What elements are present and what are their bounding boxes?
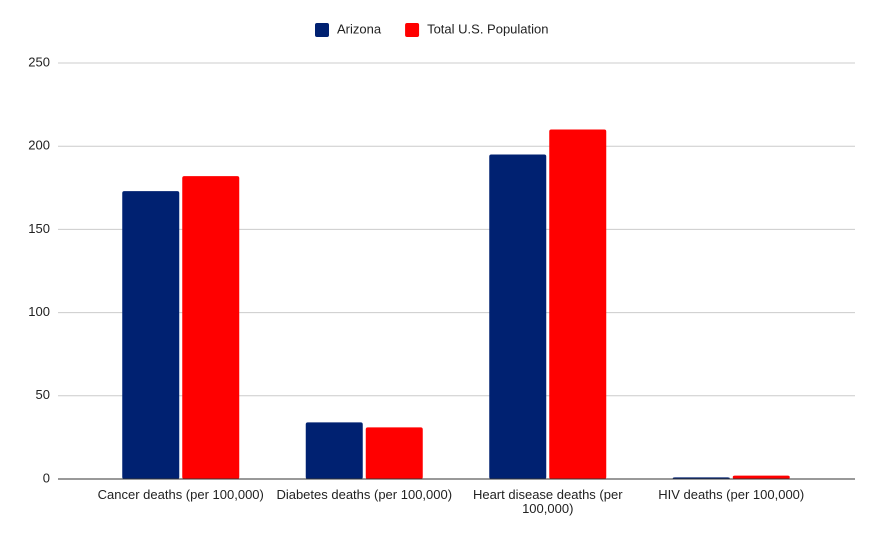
bar <box>122 191 180 480</box>
legend-swatch <box>405 23 420 37</box>
x-tick-label: Cancer deaths (per 100,000) <box>97 487 264 502</box>
y-tick-label: 50 <box>36 387 50 402</box>
bar <box>182 176 240 480</box>
y-tick-label: 150 <box>28 221 50 236</box>
legend-label: Arizona <box>337 21 382 36</box>
x-tick-label: Heart disease deaths (per 100,000) <box>472 487 623 516</box>
x-tick-label: Diabetes deaths (per 100,000) <box>276 487 453 502</box>
bar <box>549 129 607 479</box>
bar <box>305 422 363 479</box>
bar <box>489 154 547 479</box>
y-tick-label: 200 <box>28 138 50 153</box>
y-tick-label: 0 <box>43 470 50 485</box>
y-tick-label: 250 <box>28 54 50 69</box>
bar <box>365 427 423 479</box>
x-tick-label: HIV deaths (per 100,000) <box>658 487 805 502</box>
legend-swatch <box>315 23 329 37</box>
bar <box>732 475 790 479</box>
y-tick-label: 100 <box>28 304 50 319</box>
legend-label: Total U.S. Population <box>427 21 548 36</box>
